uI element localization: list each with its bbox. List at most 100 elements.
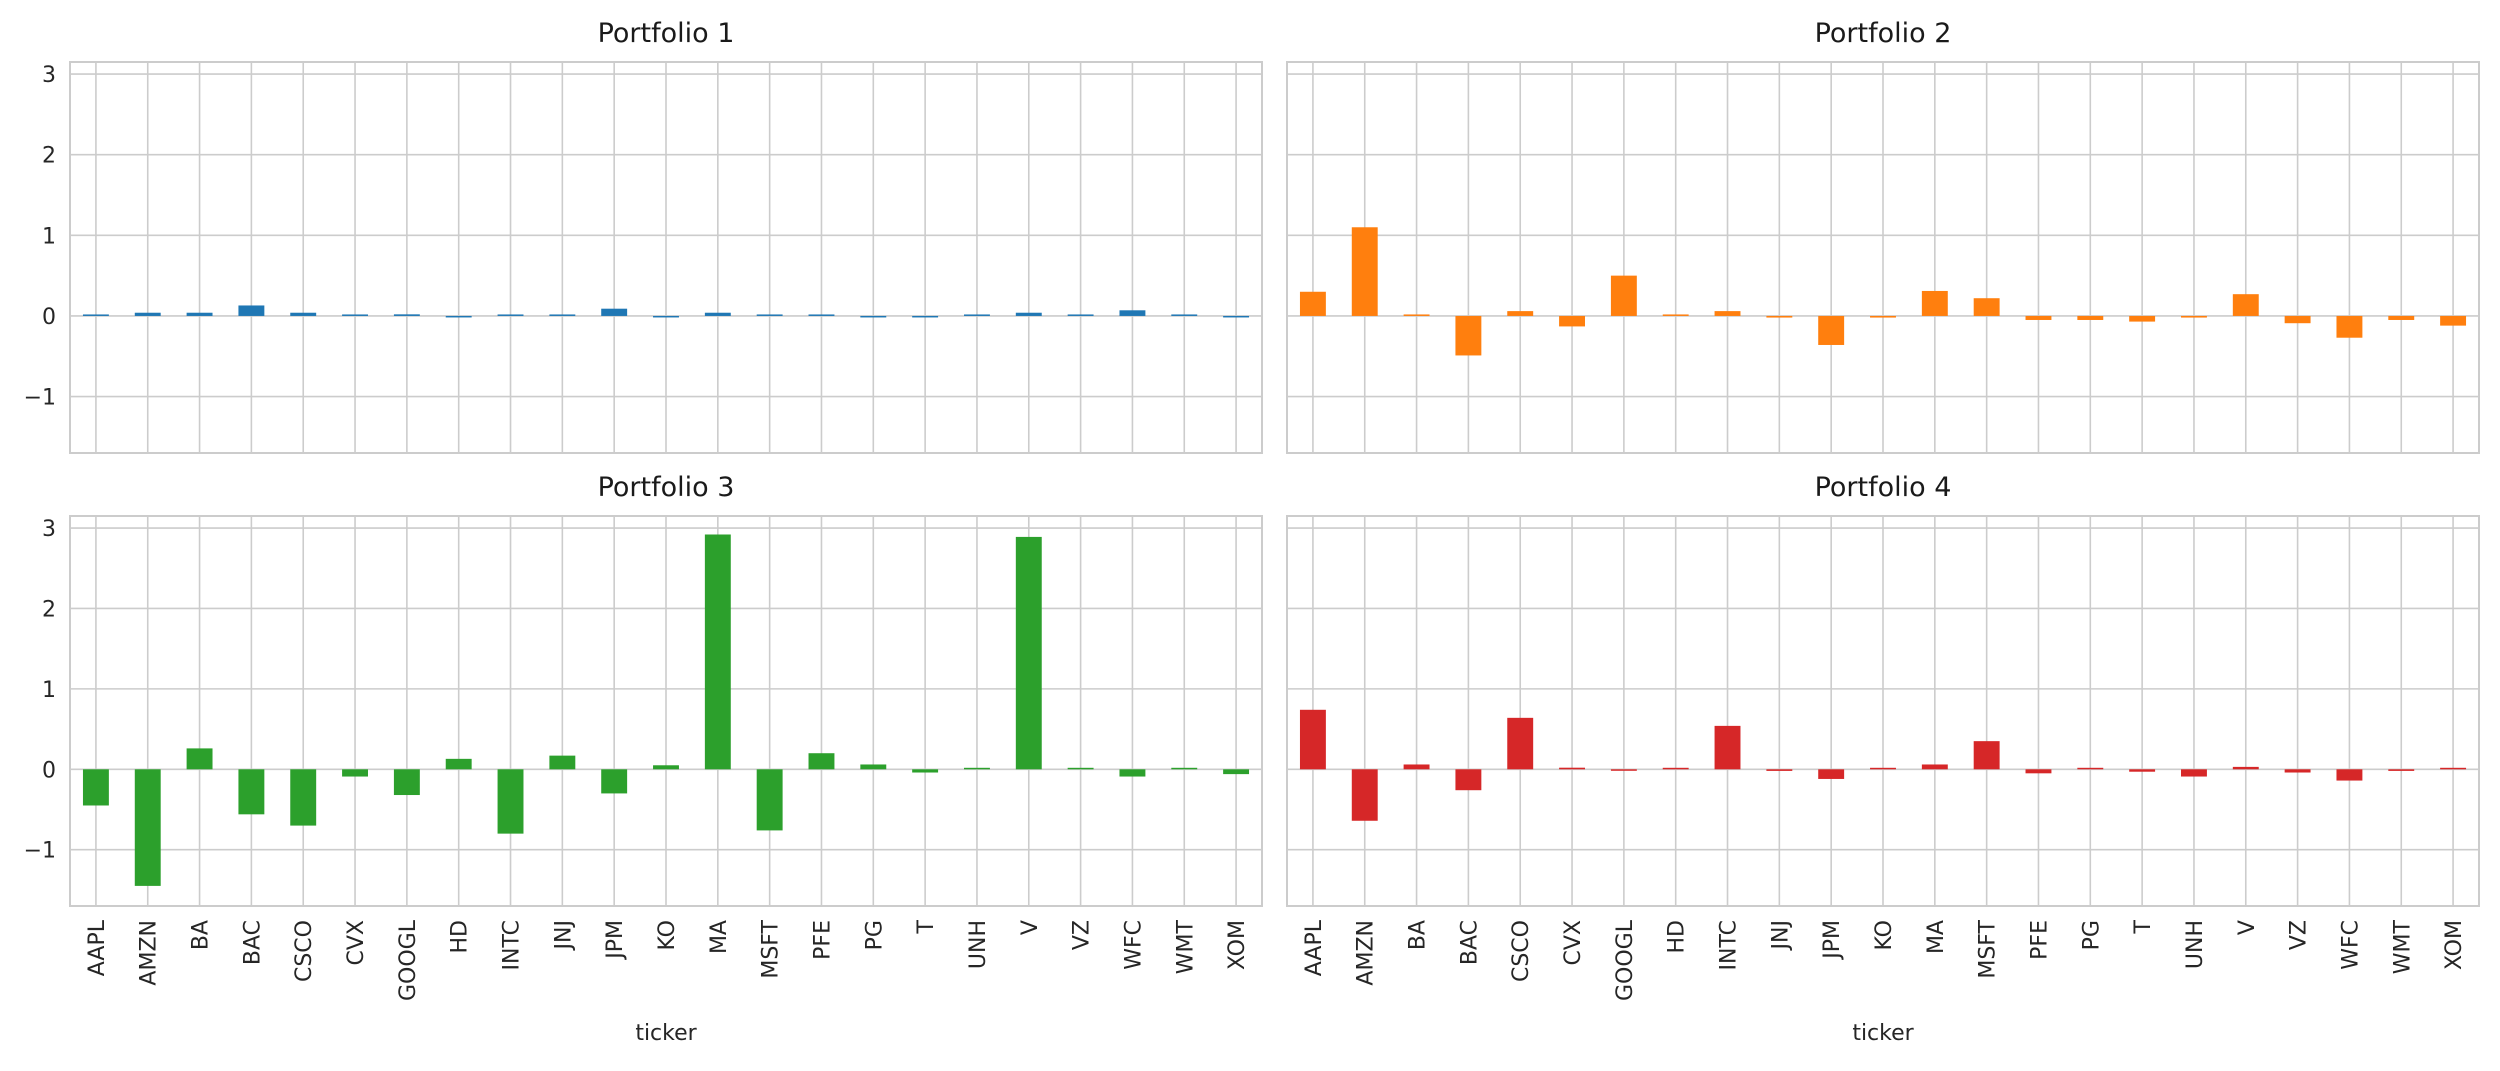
- x-tick-label: BA: [1406, 920, 1431, 950]
- bar-googl: [1610, 769, 1637, 771]
- bar-vz: [1067, 767, 1094, 770]
- x-tick-label: GOOGL: [1613, 919, 1638, 1001]
- x-axis-label: ticker: [1852, 1021, 1914, 1046]
- x-tick-label: JNJ: [551, 920, 576, 951]
- x-tick-label: XOM: [1225, 920, 1250, 970]
- bar-msft: [1973, 298, 2000, 316]
- bar-aapl: [82, 769, 109, 806]
- panel-title: Portfolio 2: [1815, 18, 1952, 49]
- bar-cvx: [342, 314, 368, 316]
- bar-csco: [290, 312, 317, 316]
- y-tick-label: 1: [42, 224, 56, 249]
- bar-pfe: [808, 753, 835, 770]
- x-tick-label: KO: [1872, 920, 1897, 951]
- bar-amzn: [1351, 227, 1378, 316]
- bar-pg: [860, 315, 887, 318]
- bar-ma: [1921, 764, 1948, 770]
- bar-amzn: [134, 312, 161, 316]
- x-tick-label: GOOGL: [396, 919, 421, 1001]
- bar-bac: [1455, 315, 1482, 356]
- panel-1: −1 0 1 2 3 Portfolio 1: [24, 18, 1263, 454]
- bar-hd: [445, 758, 472, 770]
- y-tick-label: 2: [42, 144, 56, 169]
- bar-msft: [756, 769, 783, 831]
- bar-v: [2232, 766, 2259, 770]
- x-tick-label: HD: [1665, 920, 1690, 953]
- bar-pfe: [808, 314, 835, 316]
- bar-hd: [1662, 314, 1689, 316]
- bar-xom: [1223, 769, 1250, 775]
- bar-amzn: [1351, 769, 1378, 821]
- bar-msft: [756, 314, 783, 316]
- y-tick-label: −1: [24, 839, 56, 864]
- x-tick-label: CVX: [1561, 920, 1586, 965]
- x-tick-label: INTC: [500, 920, 525, 970]
- bar-v: [1015, 536, 1042, 770]
- bar-bac: [238, 769, 265, 815]
- bar-cvx: [1559, 315, 1585, 327]
- x-tick-label: WFC: [2338, 920, 2363, 970]
- bar-unh: [964, 314, 990, 316]
- bar-intc: [1714, 311, 1741, 316]
- bar-wfc: [2336, 315, 2363, 338]
- bar-bac: [238, 305, 265, 316]
- bar-vz: [2284, 769, 2311, 773]
- bar-intc: [1714, 725, 1741, 770]
- bar-intc: [497, 769, 524, 834]
- bar-vz: [1067, 314, 1094, 316]
- bar-csco: [1507, 717, 1534, 770]
- bar-googl: [393, 314, 420, 316]
- bar-pfe: [2025, 769, 2052, 774]
- x-tick-label: JNJ: [1768, 920, 1793, 951]
- bar-jnj: [549, 314, 576, 316]
- x-tick-label: AAPL: [85, 919, 110, 976]
- x-tick-label: MA: [707, 920, 732, 954]
- x-tick-label: VZ: [1070, 920, 1095, 950]
- bar-jpm: [1818, 769, 1845, 779]
- bar-bac: [1455, 769, 1482, 791]
- bar-msft: [1973, 741, 2000, 770]
- x-tick-label: WMT: [1173, 919, 1198, 974]
- x-tick-label: MA: [1924, 920, 1949, 954]
- x-tick-label: WMT: [2390, 919, 2415, 974]
- x-tick-label: BA: [189, 920, 214, 950]
- y-tick-label: 1: [42, 678, 56, 703]
- x-tick-label: BAC: [1457, 920, 1482, 965]
- panel-3: −1 0 1 2 3 Portfolio 3 AAPL AMZN BA BAC CSCO CVX GOO…: [24, 472, 1263, 1046]
- bar-ko: [653, 765, 679, 770]
- bar-v: [1015, 312, 1042, 316]
- bar-hd: [1662, 767, 1689, 770]
- x-tick-label: UNH: [2183, 920, 2208, 969]
- bar-ba: [1403, 764, 1430, 770]
- x-tick-label: MSFT: [1976, 919, 2001, 978]
- x-tick-label: V: [2235, 920, 2260, 935]
- bar-jpm: [1818, 315, 1845, 345]
- y-tick-label: 2: [42, 597, 56, 622]
- bar-unh: [964, 767, 990, 770]
- x-tick-label: KO: [655, 920, 680, 951]
- bar-ba: [1403, 314, 1430, 316]
- bar-jpm: [601, 769, 628, 794]
- x-tick-label: JPM: [1820, 920, 1845, 961]
- bar-pg: [2077, 767, 2104, 770]
- bar-xom: [1223, 315, 1250, 318]
- bar-csco: [1507, 311, 1534, 316]
- bar-pg: [860, 764, 887, 770]
- bar-ba: [186, 312, 213, 316]
- bar-wmt: [1171, 314, 1198, 316]
- bar-csco: [290, 769, 317, 826]
- x-tick-label: CSCO: [1509, 920, 1534, 982]
- x-tick-label: VZ: [2287, 920, 2312, 950]
- panel-4: Portfolio 4 AAPL AMZN BA BAC CSCO CVX GOOGL HD IN…: [1286, 472, 2480, 1046]
- x-tick-label: CVX: [344, 920, 369, 965]
- bar-ma: [704, 312, 731, 316]
- panel-title: Portfolio 3: [598, 472, 735, 503]
- bar-ko: [1870, 315, 1896, 318]
- bar-googl: [1610, 275, 1637, 316]
- plot-frame: [69, 61, 1263, 454]
- bar-ko: [653, 315, 679, 318]
- bar-t: [912, 769, 939, 773]
- bar-pg: [2077, 315, 2104, 320]
- plot-frame: [1286, 515, 2480, 907]
